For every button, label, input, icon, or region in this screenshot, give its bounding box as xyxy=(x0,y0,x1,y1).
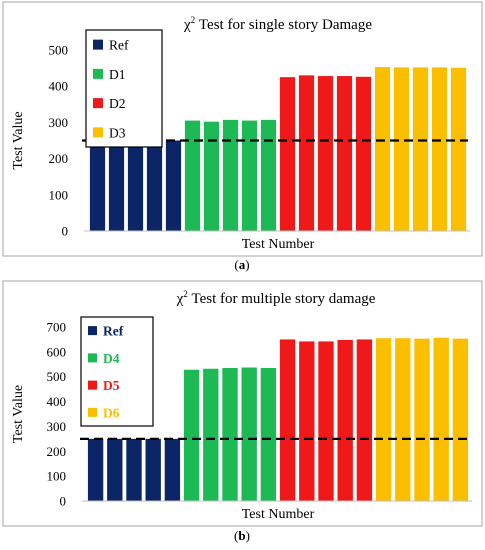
bar-d1 xyxy=(222,119,239,231)
bar-d3 xyxy=(393,67,410,231)
chart-b: χ2 Test for multiple story damage 0 100 200… xyxy=(2,280,483,543)
chart-title: χ2 Test for single story Damage xyxy=(183,15,372,33)
bar-d1 xyxy=(260,119,277,231)
bar-ref xyxy=(165,140,182,231)
y-tick-label: 400 xyxy=(49,79,69,94)
legend-label-d3: D3 xyxy=(109,125,126,140)
bar-ref xyxy=(87,438,104,501)
y-tick-label: 0 xyxy=(60,494,67,509)
bar-ref xyxy=(145,438,161,501)
legend-label-d6: D6 xyxy=(103,405,120,420)
legend-label-ref: Ref xyxy=(109,38,129,53)
bar-ref xyxy=(127,140,144,231)
bar-ref xyxy=(146,140,163,231)
bar-d4 xyxy=(241,367,257,501)
bar-d2 xyxy=(355,76,372,231)
bar-d2 xyxy=(336,76,353,231)
bar-d2 xyxy=(279,77,296,232)
legend-swatch-ref xyxy=(88,326,97,336)
bar-ref xyxy=(108,140,125,231)
y-axis-label: Test Value xyxy=(11,385,26,443)
legend-label-d5: D5 xyxy=(103,378,120,393)
y-tick-label: 400 xyxy=(47,394,67,409)
bar-d1 xyxy=(241,120,258,231)
bar-d1 xyxy=(184,120,201,231)
bar-d6 xyxy=(414,338,430,501)
y-tick-label: 100 xyxy=(49,187,69,202)
y-axis-label: Test Value xyxy=(11,111,26,169)
y-tick-label: 100 xyxy=(47,469,67,484)
chart-a: χ2 Test for single story Damage 0 100 200 30… xyxy=(2,1,483,272)
bar-ref xyxy=(107,438,123,501)
bar-d3 xyxy=(374,67,391,231)
legend-label-ref: Ref xyxy=(103,324,124,339)
bar-d2 xyxy=(317,76,334,231)
y-tick-label: 300 xyxy=(49,115,69,130)
y-tick-label: 600 xyxy=(47,344,67,359)
bar-d5 xyxy=(299,341,315,501)
bar-d6 xyxy=(375,338,392,501)
legend-swatch-ref xyxy=(93,39,103,50)
legend-swatch-d4 xyxy=(88,353,97,363)
legend-swatch-d1 xyxy=(93,68,103,79)
bar-d2 xyxy=(298,75,315,231)
bar-d3 xyxy=(412,67,429,231)
y-tick-label: 500 xyxy=(47,369,67,384)
y-tick-label: 200 xyxy=(49,151,69,166)
x-axis-label: Test Number xyxy=(242,507,315,522)
bar-d4 xyxy=(260,368,277,501)
legend-swatch-d2 xyxy=(93,98,103,109)
panel-label: (b) xyxy=(234,528,250,543)
legend-swatch-d5 xyxy=(88,380,97,390)
legend-label-d2: D2 xyxy=(109,96,126,111)
legend: Ref D1 D2 D3 xyxy=(85,29,163,148)
bar-d4 xyxy=(183,369,200,501)
chart-frame xyxy=(2,1,483,257)
bar-d5 xyxy=(337,339,353,501)
chart-frame xyxy=(2,280,483,527)
bar-ref xyxy=(164,438,181,501)
legend-swatch-d3 xyxy=(93,127,103,138)
bar-d1 xyxy=(203,121,220,231)
legend: Ref D4 D5 D6 xyxy=(80,316,154,427)
bar-d5 xyxy=(356,339,373,501)
bar-ref xyxy=(126,438,142,501)
y-tick-label: 200 xyxy=(47,444,67,459)
bar-ref xyxy=(89,140,106,231)
y-tick-label: 700 xyxy=(47,320,67,335)
bar-d3 xyxy=(450,67,467,232)
legend-box xyxy=(80,316,154,427)
y-tick-label: 0 xyxy=(62,224,69,239)
legend-label-d4: D4 xyxy=(103,351,120,366)
bar-d5 xyxy=(318,341,334,501)
bar-d4 xyxy=(222,368,238,501)
y-tick-label: 500 xyxy=(49,43,69,58)
bar-d3 xyxy=(431,67,448,231)
legend-label-d1: D1 xyxy=(109,67,126,82)
bar-d5 xyxy=(279,339,296,501)
x-axis-label: Test Number xyxy=(242,237,315,252)
bar-d6 xyxy=(452,338,469,501)
chart-title: χ2 Test for multiple story damage xyxy=(176,289,376,307)
bar-d4 xyxy=(203,368,219,501)
legend-swatch-d6 xyxy=(88,407,97,417)
y-tick-label: 300 xyxy=(47,419,67,434)
bar-d6 xyxy=(395,338,411,501)
panel-label: (a) xyxy=(234,257,249,272)
bar-d6 xyxy=(433,337,449,501)
